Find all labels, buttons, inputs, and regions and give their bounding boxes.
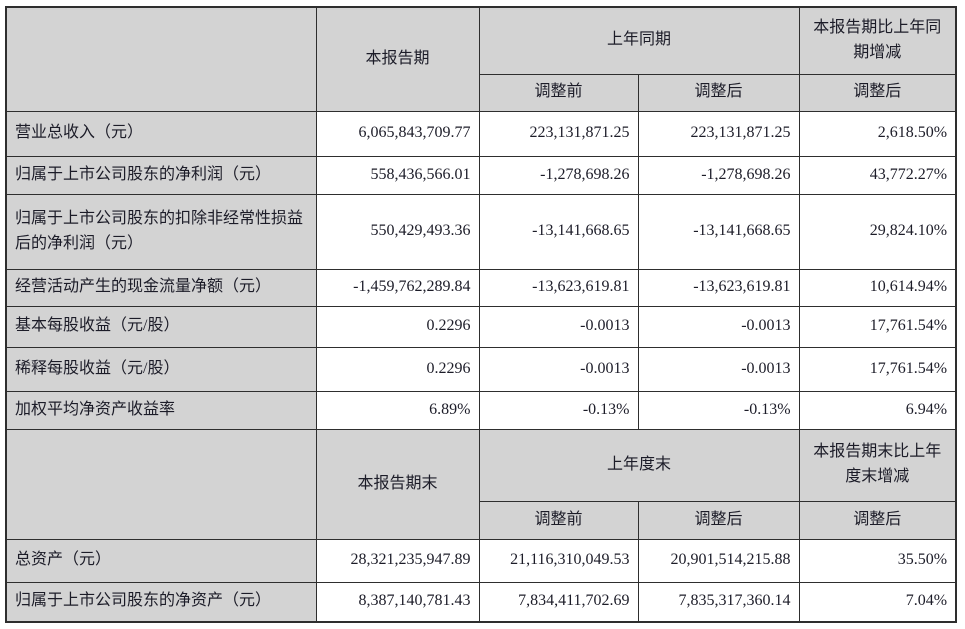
row-value: 558,436,566.01 [315,155,480,195]
row-value: -13,623,619.81 [478,268,639,307]
table-row: 归属于上市公司股东的净利润（元） 558,436,566.01 -1,278,6… [5,155,957,195]
row-value: -0.0013 [637,305,800,348]
subheader-after-adjust: 调整后 [637,500,800,540]
row-value: 10,614.94% [798,268,957,307]
corner-cell [5,6,317,112]
table-row: 加权平均净资产收益率 6.89% -0.13% -0.13% 6.94% [5,390,957,430]
table-row: 基本每股收益（元/股） 0.2296 -0.0013 -0.0013 17,76… [5,305,957,348]
column-header-change: 本报告期末比上年度末增减 [798,428,957,502]
corner-cell [5,428,317,540]
row-value: -13,141,668.65 [637,193,800,270]
subheader-after-adjust: 调整后 [637,73,800,112]
row-label: 营业总收入（元） [5,110,317,157]
row-value: -1,278,698.26 [637,155,800,195]
column-header-prior-period: 上年同期 [478,6,800,75]
row-value: 2,618.50% [798,110,957,157]
row-label: 归属于上市公司股东的扣除非经常性损益后的净利润（元） [5,193,317,270]
row-value: 8,387,140,781.43 [315,581,480,623]
column-header-current-period-end: 本报告期末 [315,428,480,540]
row-value: -1,278,698.26 [478,155,639,195]
table-row: 营业总收入（元） 6,065,843,709.77 223,131,871.25… [5,110,957,157]
table-row: 稀释每股收益（元/股） 0.2296 -0.0013 -0.0013 17,76… [5,346,957,392]
row-value: 17,761.54% [798,346,957,392]
table-row: 归属于上市公司股东的净资产（元） 8,387,140,781.43 7,834,… [5,581,957,623]
subheader-before-adjust: 调整前 [478,73,639,112]
row-label: 经营活动产生的现金流量净额（元） [5,268,317,307]
row-value: 7.04% [798,581,957,623]
row-value: 7,835,317,360.14 [637,581,800,623]
financial-summary-table: 本报告期 上年同期 本报告期比上年同期增减 调整前 调整后 调整后 营业总收入（… [5,6,958,623]
table-row: 归属于上市公司股东的扣除非经常性损益后的净利润（元） 550,429,493.3… [5,193,957,270]
row-value: 21,116,310,049.53 [478,538,639,583]
row-label: 加权平均净资产收益率 [5,390,317,430]
table-row: 经营活动产生的现金流量净额（元） -1,459,762,289.84 -13,6… [5,268,957,307]
row-value: 223,131,871.25 [478,110,639,157]
section1-subheader-row: 调整前 调整后 调整后 [6,73,957,112]
row-value: 35.50% [798,538,957,583]
row-value: 43,772.27% [798,155,957,195]
row-value: 550,429,493.36 [315,193,480,270]
row-value: -0.13% [478,390,639,430]
row-label: 总资产（元） [5,538,317,583]
row-value: 6,065,843,709.77 [315,110,480,157]
row-value: 0.2296 [315,305,480,348]
row-label: 基本每股收益（元/股） [5,305,317,348]
row-value: -0.0013 [478,346,639,392]
row-value: -0.0013 [637,346,800,392]
section2-subheader-row: 调整前 调整后 调整后 [6,500,957,540]
row-value: 28,321,235,947.89 [315,538,480,583]
row-value: 6.94% [798,390,957,430]
subheader-after-adjust: 调整后 [798,73,957,112]
row-label: 稀释每股收益（元/股） [5,346,317,392]
column-header-prior-year-end: 上年度末 [478,428,800,502]
row-value: 20,901,514,215.88 [637,538,800,583]
row-value: -13,623,619.81 [637,268,800,307]
table-row: 总资产（元） 28,321,235,947.89 21,116,310,049.… [5,538,957,583]
row-value: 0.2296 [315,346,480,392]
subheader-before-adjust: 调整前 [478,500,639,540]
row-value: 17,761.54% [798,305,957,348]
row-value: -0.0013 [478,305,639,348]
row-value: -13,141,668.65 [478,193,639,270]
row-value: -1,459,762,289.84 [315,268,480,307]
row-value: 6.89% [315,390,480,430]
row-value: 29,824.10% [798,193,957,270]
column-header-change: 本报告期比上年同期增减 [798,6,957,75]
row-label: 归属于上市公司股东的净利润（元） [5,155,317,195]
subheader-after-adjust: 调整后 [798,500,957,540]
row-value: -0.13% [637,390,800,430]
row-label: 归属于上市公司股东的净资产（元） [5,581,317,623]
row-value: 7,834,411,702.69 [478,581,639,623]
section2-header-row: 本报告期末 上年度末 本报告期末比上年度末增减 [5,428,957,540]
row-value: 223,131,871.25 [637,110,800,157]
section1-header-row: 本报告期 上年同期 本报告期比上年同期增减 [5,6,957,112]
column-header-current-period: 本报告期 [315,6,480,112]
